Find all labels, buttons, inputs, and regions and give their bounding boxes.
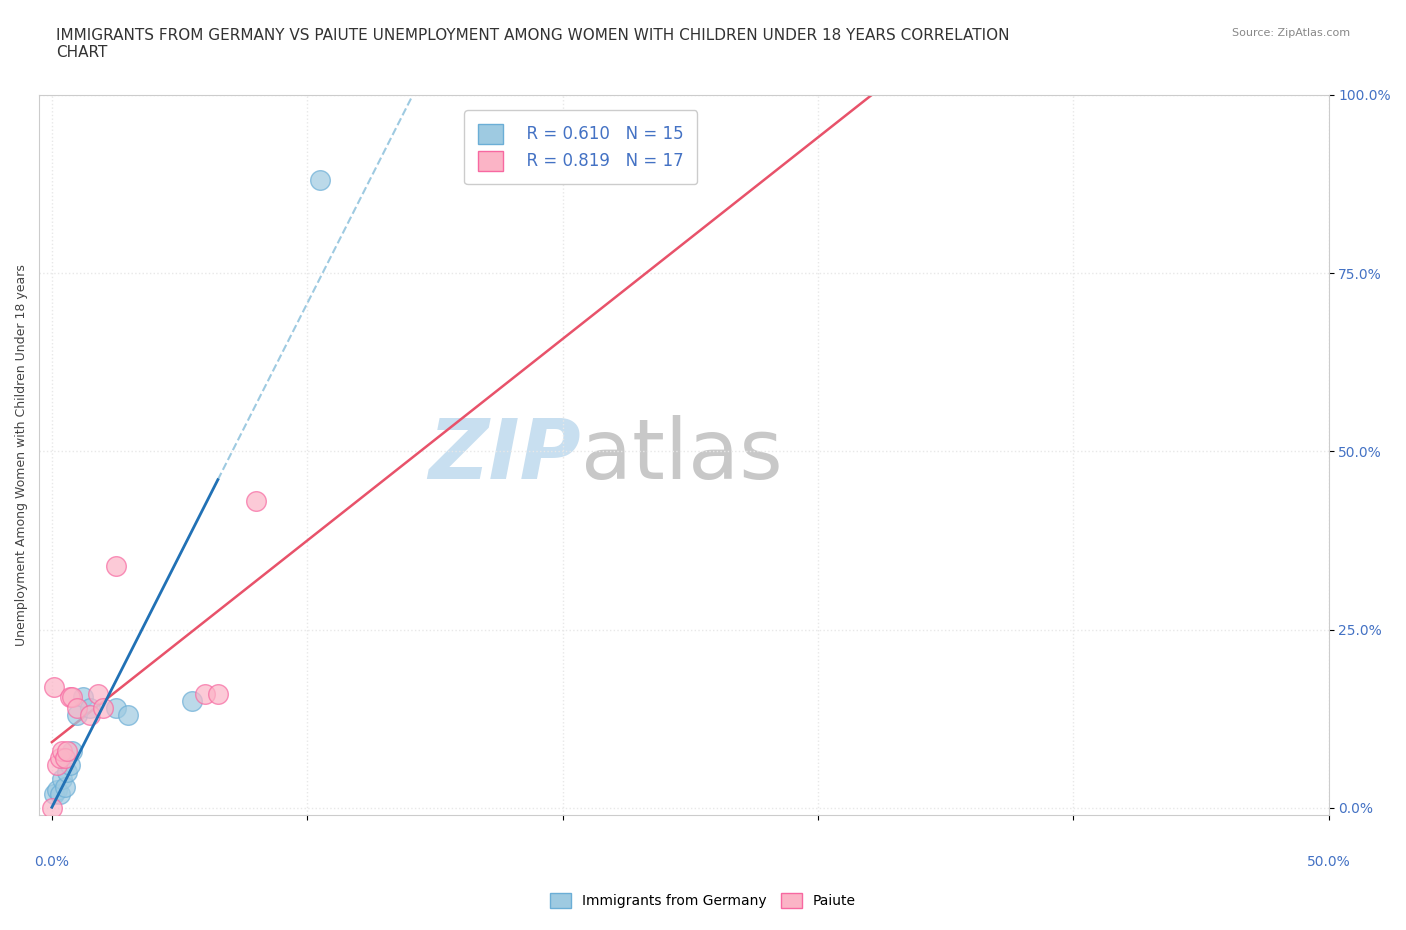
Text: 50.0%: 50.0% (1306, 855, 1351, 869)
Point (46, 758, 69, 773)
Point (60, 743, 83, 758)
Point (56, 743, 79, 758)
Point (181, 694, 204, 709)
Point (44, 786, 66, 801)
Point (60, 690, 83, 705)
Text: IMMIGRANTS FROM GERMANY VS PAIUTE UNEMPLOYMENT AMONG WOMEN WITH CHILDREN UNDER 1: IMMIGRANTS FROM GERMANY VS PAIUTE UNEMPL… (56, 28, 1010, 60)
Text: Source: ZipAtlas.com: Source: ZipAtlas.com (1232, 28, 1350, 38)
Text: ZIP: ZIP (427, 415, 581, 496)
Point (48, 751, 70, 765)
Legend:   R = 0.610   N = 15,   R = 0.819   N = 17: R = 0.610 N = 15, R = 0.819 N = 17 (464, 111, 697, 184)
Point (72, 690, 94, 705)
Point (46, 783, 69, 798)
Point (309, 173, 332, 188)
Point (66, 708, 89, 723)
Point (51, 743, 73, 758)
Point (79, 708, 101, 723)
Legend: Immigrants from Germany, Paiute: Immigrants from Germany, Paiute (544, 888, 862, 914)
Point (117, 708, 139, 723)
Point (245, 494, 267, 509)
Point (87, 686, 110, 701)
Point (91, 700, 114, 715)
Point (59, 758, 82, 773)
Text: atlas: atlas (581, 415, 783, 496)
Text: 0.0%: 0.0% (34, 855, 69, 869)
Point (104, 558, 127, 573)
Point (79, 700, 101, 715)
Point (53, 779, 76, 794)
Point (51, 772, 73, 787)
Point (44, 679, 66, 694)
Point (53, 751, 76, 765)
Point (207, 686, 229, 701)
Y-axis label: Unemployment Among Women with Children Under 18 years: Unemployment Among Women with Children U… (15, 264, 28, 646)
Point (194, 686, 217, 701)
Point (59, 690, 82, 705)
Point (48, 786, 70, 801)
Point (56, 764, 79, 779)
Point (41, 801, 63, 816)
Point (66, 700, 89, 715)
Point (104, 700, 127, 715)
